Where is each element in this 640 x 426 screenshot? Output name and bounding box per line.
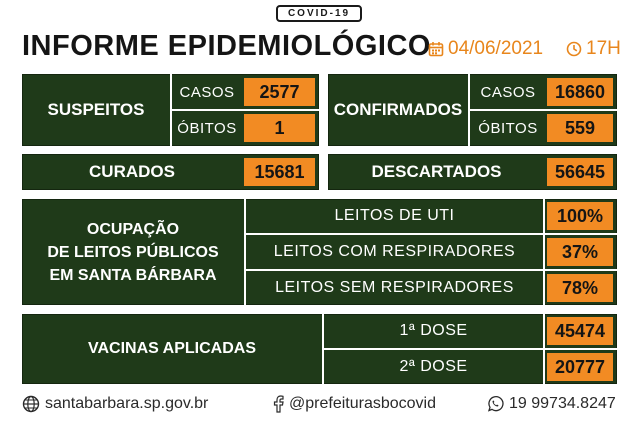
ocupacao-label: OCUPAÇÃO DE LEITOS PÚBLICOS EM SANTA BÁR… — [22, 199, 244, 305]
segunda-dose-value: 20777 — [547, 353, 613, 381]
time-text: 17H — [586, 38, 621, 59]
curados-label: CURADOS — [89, 162, 175, 181]
calendar-icon — [428, 41, 444, 57]
primeira-dose-label: 1ª DOSE — [399, 322, 468, 339]
report-time: 17H — [566, 38, 621, 60]
confirmados-obitos-label: ÓBITOS — [478, 119, 538, 137]
clock-icon — [566, 41, 582, 57]
curados-value: 15681 — [244, 158, 315, 186]
divider — [543, 314, 545, 384]
divider — [322, 314, 324, 384]
primeira-dose-value: 45474 — [547, 317, 613, 345]
report-date: 04/06/2021 — [428, 38, 543, 60]
leitos-uti-value: 100% — [547, 202, 613, 230]
divider — [170, 74, 172, 146]
ocupacao-label-line1: OCUPAÇÃO — [86, 220, 180, 238]
suspeitos-casos-value: 2577 — [244, 78, 315, 106]
facebook-icon — [272, 395, 284, 413]
suspeitos-obitos-label: ÓBITOS — [177, 119, 237, 137]
divider — [324, 348, 617, 350]
divider — [172, 109, 319, 111]
divider — [246, 233, 617, 235]
confirmados-casos-value: 16860 — [547, 78, 613, 106]
date-text: 04/06/2021 — [448, 38, 544, 59]
leitos-com-respiradores-label: LEITOS COM RESPIRADORES — [273, 243, 516, 260]
ocupacao-label-line2: DE LEITOS PÚBLICOS — [47, 243, 219, 261]
whatsapp-icon — [486, 395, 504, 413]
segunda-dose-label: 2ª DOSE — [399, 358, 468, 375]
social-text: @prefeiturasbocovid — [289, 395, 436, 412]
suspeitos-casos-label: CASOS — [179, 83, 235, 101]
page-title: INFORME EPIDEMIOLÓGICO — [22, 30, 431, 62]
phone-text: 19 99734.8247 — [509, 395, 616, 412]
footer-website[interactable]: santabarbara.sp.gov.br — [22, 395, 208, 413]
ocupacao-panel — [22, 199, 617, 305]
vacinas-label: VACINAS APLICADAS — [87, 340, 256, 357]
leitos-com-respiradores-value: 37% — [547, 238, 613, 266]
divider — [246, 269, 617, 271]
footer-social[interactable]: @prefeiturasbocovid — [272, 395, 436, 413]
suspeitos-obitos-value: 1 — [244, 114, 315, 142]
ocupacao-label-line3: EM SANTA BÁRBARA — [49, 266, 217, 284]
confirmados-obitos-value: 559 — [547, 114, 613, 142]
confirmados-casos-label: CASOS — [480, 83, 536, 101]
descartados-value: 56645 — [547, 158, 613, 186]
globe-icon — [22, 395, 40, 413]
leitos-sem-respiradores-value: 78% — [547, 274, 613, 302]
covid-badge: COVID-19 — [276, 5, 362, 22]
website-text: santabarbara.sp.gov.br — [45, 395, 209, 412]
confirmados-label: CONFIRMADOS — [333, 100, 463, 119]
descartados-label: DESCARTADOS — [371, 162, 502, 181]
divider — [244, 199, 246, 305]
leitos-sem-respiradores-label: LEITOS SEM RESPIRADORES — [275, 279, 514, 296]
divider — [468, 74, 470, 146]
footer-phone[interactable]: 19 99734.8247 — [486, 395, 616, 413]
divider — [543, 199, 545, 305]
leitos-uti-label: LEITOS DE UTI — [334, 207, 455, 224]
suspeitos-label: SUSPEITOS — [47, 100, 145, 119]
divider — [470, 109, 617, 111]
